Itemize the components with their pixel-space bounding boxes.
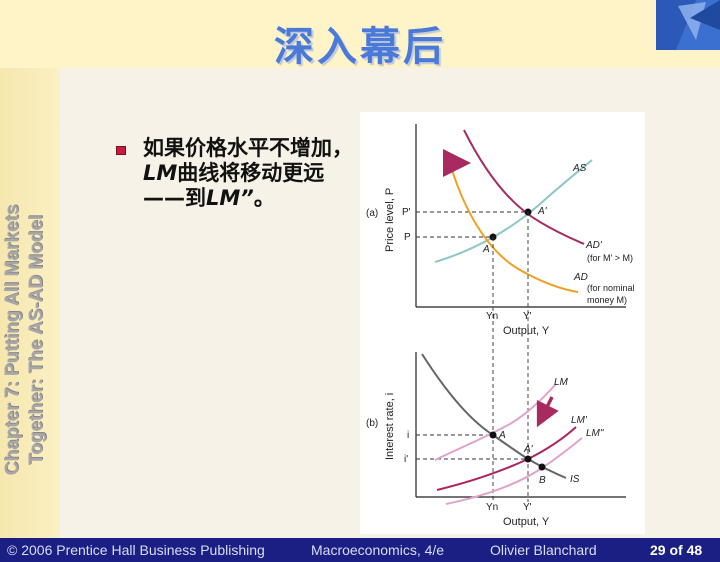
bullet-part2: 曲线将移动更远——到 [143,161,325,210]
curve-lm-double-prime [445,437,583,505]
shift-down-arrow-icon [536,396,559,428]
tick-yprime-panel-b: Y' [523,502,532,513]
as-ad-is-lm-diagram: (a) Price level, P Output, Y P' P A A' A… [366,124,635,528]
tick-i-prime: i' [404,454,408,465]
point-a-prime-panel-b [524,455,532,463]
label-as: AS [572,163,587,174]
tick-p: P [404,232,411,243]
chapter-title-line1: Chapter 7: Putting All Markets [2,204,23,476]
label-a-prime-panel-b: A' [523,444,534,455]
tick-i: i [407,430,409,441]
label-ad-prime-note: (for M' > M) [587,253,633,263]
label-is: IS [570,474,580,485]
curve-as [434,159,593,263]
panel-a-tag: (a) [366,208,378,219]
panel-a-ylabel: Price level, P [384,188,396,252]
footer-copyright: © 2006 Prentice Hall Business Publishing [7,542,265,558]
curve-ad [451,169,579,293]
bullet-part3: 。 [253,186,275,210]
figure-panel: (a) Price level, P Output, Y P' P A A' A… [360,112,645,534]
corner-decoration [656,0,720,50]
label-ad-note1: (for nominal [587,283,635,293]
footer-bar: © 2006 Prentice Hall Business Publishing… [0,538,720,562]
bullet-lm1: LM [143,161,178,185]
curve-ad-prime [463,129,585,245]
label-a-panel-b: A [498,430,506,441]
panel-b-ylabel: Interest rate, i [384,393,396,460]
label-lm: LM [554,377,569,388]
chapter-title-line2: Together: The AS-AD Model [26,214,47,466]
label-b: B [539,475,546,486]
curve-lm [434,383,557,461]
label-ad: AD [573,272,588,283]
tick-p-prime: P' [402,207,411,218]
label-lm-prime: LM' [571,415,588,426]
point-b-panel-b [538,463,546,471]
label-ad-note2: money M) [587,295,627,305]
tick-yn-panel-a: Yn [486,311,498,322]
tick-yprime-panel-a: Y' [523,311,532,322]
slide-title: 深入幕后 [274,24,446,70]
label-a-panel-a: A [482,244,490,255]
bullet-part1: 如果价格水平不增加， [143,136,353,160]
bullet-lm2: LM” [206,186,254,210]
label-lm-double-prime: LM" [586,428,604,439]
point-a-panel-b [489,431,497,439]
footer-book: Macroeconomics, 4/e [311,542,445,558]
footer-author: Olivier Blanchard [490,542,597,558]
tick-yn-panel-b: Yn [486,502,498,513]
panel-a-xlabel: Output, Y [503,325,550,337]
left-band [0,68,60,538]
panel-b-xlabel: Output, Y [503,516,550,528]
footer-page-number: 29 of 48 [650,542,703,558]
panel-b-tag: (b) [366,418,378,429]
label-ad-prime: AD' [585,240,603,251]
bullet-icon [116,146,126,155]
label-a-prime-panel-a: A' [537,206,548,217]
bullet-text: 如果价格水平不增加，LM曲线将移动更远——到LM”。 [143,136,365,211]
chapter-vertical-title: Chapter 7: Putting All Markets Together:… [1,160,61,520]
